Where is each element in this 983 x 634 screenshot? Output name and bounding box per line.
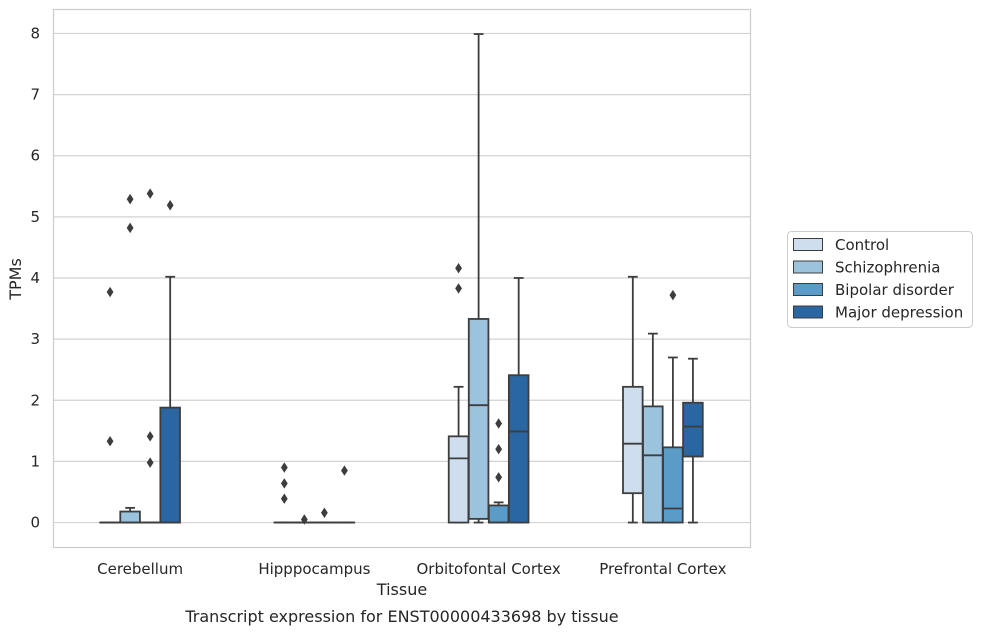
legend-label: Major depression (835, 304, 963, 322)
outlier-point (280, 462, 288, 473)
y-tick-label: 6 (30, 147, 40, 165)
legend-label: Control (835, 236, 889, 254)
box-body (642, 405, 664, 524)
legend-swatch (793, 238, 823, 251)
outlier-point (146, 431, 154, 442)
outlier-point (495, 472, 503, 483)
legend-swatch (793, 283, 823, 296)
x-tick-label: Prefrontal Cortex (599, 560, 726, 578)
x-tick-label: Cerebellum (97, 560, 183, 578)
box-body (467, 318, 490, 520)
outlier-point (280, 493, 288, 504)
y-tick-label: 4 (30, 269, 40, 287)
box-body (447, 435, 470, 524)
box-schizophrenia (467, 33, 490, 524)
outlier-point (455, 283, 462, 294)
y-tick-label: 5 (30, 208, 40, 226)
outlier-point (106, 436, 114, 447)
box-schizophrenia (642, 332, 664, 524)
box-control (622, 275, 644, 524)
box-schizophrenia (293, 514, 316, 525)
legend: Control Schizophrenia Bipolar disorder Majo… (787, 231, 973, 328)
box-bipolar-disorder (662, 289, 684, 524)
outlier-point (300, 514, 308, 525)
outlier-point (146, 188, 154, 199)
box-body (507, 374, 530, 524)
box-control (273, 462, 296, 524)
box-plots (99, 33, 704, 525)
y-tick-label: 2 (30, 391, 40, 409)
outlier-point (126, 193, 134, 205)
box-bipolar-disorder (487, 418, 510, 524)
box-body (622, 385, 644, 495)
box-bipolar-disorder (139, 188, 161, 524)
box-body (682, 401, 704, 458)
y-tick-label: 7 (30, 86, 40, 104)
x-axis-ticks: Cerebellum Hipppocampus Orbitofontal Corte… (97, 560, 726, 578)
x-tick-label: Orbitofontal Cortex (417, 560, 561, 578)
box-major-depression (333, 465, 356, 524)
x-axis-title: Tissue (376, 580, 427, 599)
box-major-depression (159, 200, 181, 524)
y-tick-label: 0 (30, 514, 40, 532)
outlier-point (146, 457, 154, 468)
outlier-point (126, 222, 134, 234)
legend-label: Schizophrenia (835, 259, 940, 277)
legend-swatch (793, 305, 823, 319)
box-body (487, 504, 510, 524)
box-body (119, 510, 141, 524)
box-bipolar-disorder (313, 507, 336, 524)
y-axis-title: TPMs (6, 258, 25, 301)
y-tick-label: 1 (30, 452, 40, 470)
box-schizophrenia (119, 193, 141, 524)
legend-frame (787, 231, 973, 328)
y-tick-label: 3 (30, 330, 40, 348)
box-major-depression (682, 357, 704, 524)
plot-area-frame (52, 8, 752, 549)
legend-label: Bipolar disorder (835, 281, 955, 299)
x-tick-label: Hipppocampus (258, 560, 370, 578)
outlier-point (455, 263, 462, 274)
box-control (447, 263, 470, 524)
outlier-point (166, 200, 174, 211)
chart-caption: Transcript expression for ENST0000043369… (184, 607, 618, 626)
outlier-point (341, 465, 348, 476)
outlier-point (280, 478, 288, 489)
outlier-point (669, 289, 677, 301)
legend-swatch (793, 260, 823, 274)
outlier-point (320, 507, 328, 518)
box-body (662, 446, 684, 524)
y-tick-label: 8 (30, 24, 40, 42)
box-major-depression (507, 277, 530, 524)
outlier-point (495, 418, 503, 429)
outlier-point (106, 286, 114, 298)
box-control (99, 286, 121, 524)
box-body (159, 406, 181, 524)
y-axis-ticks: 0 1 2 3 4 5 6 7 8 (30, 24, 40, 531)
outlier-point (495, 443, 503, 455)
